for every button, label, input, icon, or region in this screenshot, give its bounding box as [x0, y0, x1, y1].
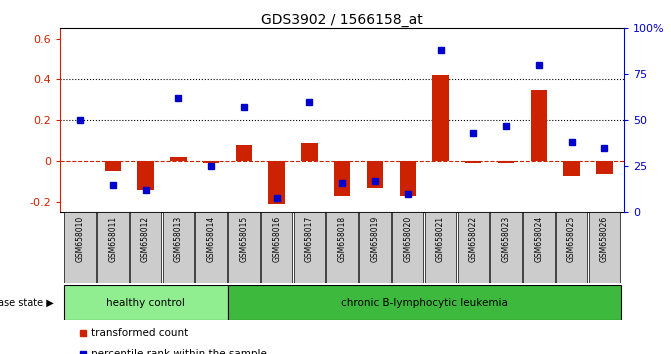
Bar — [327, 212, 358, 283]
Bar — [138, 161, 154, 190]
Bar — [498, 161, 514, 163]
Bar — [564, 161, 580, 176]
Bar — [588, 212, 620, 283]
Bar — [432, 75, 449, 161]
Bar — [203, 161, 219, 163]
Text: GSM658025: GSM658025 — [567, 216, 576, 262]
Bar — [105, 161, 121, 171]
Bar — [458, 212, 489, 283]
Text: GSM658014: GSM658014 — [207, 216, 215, 262]
Text: GSM658017: GSM658017 — [305, 216, 314, 262]
Text: GSM658013: GSM658013 — [174, 216, 183, 262]
Bar — [130, 212, 161, 283]
Text: GSM658015: GSM658015 — [240, 216, 248, 262]
Text: healthy control: healthy control — [106, 298, 185, 308]
Bar — [491, 212, 522, 283]
Bar — [64, 285, 227, 320]
Bar — [425, 212, 456, 283]
Text: GSM658022: GSM658022 — [469, 216, 478, 262]
Bar — [301, 143, 317, 161]
Text: chronic B-lymphocytic leukemia: chronic B-lymphocytic leukemia — [341, 298, 507, 308]
Text: GSM658012: GSM658012 — [141, 216, 150, 262]
Text: GSM658020: GSM658020 — [403, 216, 412, 262]
Bar — [531, 90, 547, 161]
Text: percentile rank within the sample: percentile rank within the sample — [91, 349, 267, 354]
Bar — [596, 161, 613, 173]
Bar — [64, 212, 96, 283]
Text: transformed count: transformed count — [91, 328, 189, 338]
Bar — [556, 212, 587, 283]
Bar — [236, 145, 252, 161]
Bar — [334, 161, 350, 196]
Bar — [261, 212, 293, 283]
Bar — [392, 212, 423, 283]
Text: GSM658019: GSM658019 — [370, 216, 380, 262]
Text: GSM658016: GSM658016 — [272, 216, 281, 262]
Text: GSM658023: GSM658023 — [501, 216, 511, 262]
Bar — [359, 212, 391, 283]
Text: GSM658010: GSM658010 — [76, 216, 85, 262]
Bar — [195, 212, 227, 283]
Bar — [367, 161, 383, 188]
Bar — [399, 161, 416, 196]
Bar — [294, 212, 325, 283]
Bar — [523, 212, 554, 283]
Text: disease state ▶: disease state ▶ — [0, 298, 54, 308]
Bar — [162, 212, 194, 283]
Bar — [97, 212, 129, 283]
Title: GDS3902 / 1566158_at: GDS3902 / 1566158_at — [261, 13, 423, 27]
Text: GSM658011: GSM658011 — [108, 216, 117, 262]
Bar — [227, 285, 621, 320]
Bar — [170, 157, 187, 161]
Bar — [228, 212, 260, 283]
Bar — [465, 161, 482, 163]
Text: GSM658024: GSM658024 — [534, 216, 544, 262]
Bar — [268, 161, 285, 204]
Text: GSM658018: GSM658018 — [338, 216, 347, 262]
Text: GSM658021: GSM658021 — [436, 216, 445, 262]
Text: GSM658026: GSM658026 — [600, 216, 609, 262]
